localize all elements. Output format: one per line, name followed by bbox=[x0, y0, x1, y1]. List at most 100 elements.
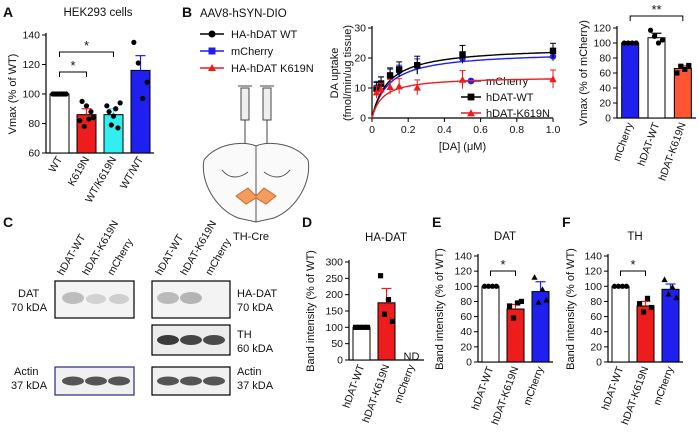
data-point bbox=[539, 286, 546, 292]
y-axis-label: Band intensity (% of WT) bbox=[434, 248, 446, 370]
bar bbox=[49, 93, 70, 154]
data-point bbox=[619, 283, 626, 289]
data-point bbox=[549, 47, 557, 54]
chart-title: HA-DAT bbox=[365, 232, 407, 244]
data-point bbox=[678, 63, 684, 69]
y-tick-label: 120 bbox=[22, 59, 40, 71]
legend-marker bbox=[467, 109, 475, 117]
blot-label: HA-DAT bbox=[237, 288, 277, 300]
significance-bracket bbox=[620, 270, 646, 276]
significance-label: * bbox=[84, 38, 89, 53]
data-point bbox=[377, 273, 384, 279]
data-point bbox=[481, 283, 488, 289]
chart-d: 0 50 100 150 200 250 300 Band intensity (% of W… bbox=[305, 232, 424, 424]
data-point bbox=[381, 311, 388, 317]
x-axis-label: [DA] (μM) bbox=[439, 141, 486, 153]
data-point bbox=[636, 301, 643, 307]
panel-letter-d: D bbox=[302, 214, 312, 230]
bar bbox=[103, 114, 124, 154]
panel-letter-a: A bbox=[3, 4, 13, 20]
data-point bbox=[385, 296, 392, 303]
bar bbox=[621, 42, 640, 119]
data-point bbox=[372, 88, 381, 96]
y-tick-label: 150 bbox=[325, 306, 343, 318]
y-axis-label: DA uptake(fmol/min/ug tissue) bbox=[329, 25, 354, 121]
y-tick-label: 250 bbox=[325, 273, 343, 285]
x-tick-label: 0.4 bbox=[437, 124, 452, 136]
data-point bbox=[106, 109, 112, 115]
legend-label: hDAT-WT bbox=[486, 92, 534, 104]
y-axis-label: Band intensity (% of WT) bbox=[565, 248, 577, 370]
data-point bbox=[352, 324, 359, 330]
data-point bbox=[108, 122, 114, 128]
brain-section-icon bbox=[202, 142, 310, 223]
blot-dat bbox=[54, 280, 135, 319]
data-point bbox=[414, 62, 421, 69]
blot-actin-right bbox=[151, 366, 231, 396]
data-point bbox=[644, 295, 651, 301]
bar bbox=[377, 302, 396, 361]
data-point bbox=[117, 100, 123, 106]
data-point bbox=[629, 40, 635, 46]
panel-letter-e: E bbox=[432, 214, 441, 230]
data-point bbox=[661, 276, 668, 283]
data-point bbox=[506, 303, 513, 309]
data-point bbox=[489, 283, 496, 289]
data-point bbox=[88, 109, 94, 115]
legend-label: mCherry bbox=[486, 76, 529, 88]
y-tick-label: 0 bbox=[360, 113, 366, 125]
x-tick-label: mCherry bbox=[611, 120, 636, 163]
data-point bbox=[104, 103, 110, 109]
blot-left-lane-labels: hDAT-WT hDAT-K619N mCherry bbox=[55, 219, 136, 278]
y-tick-label: 140 bbox=[454, 251, 472, 263]
chart-title: HEK293 cells bbox=[63, 7, 132, 19]
y-tick-label: 100 bbox=[454, 281, 472, 293]
data-point bbox=[389, 318, 396, 325]
data-point bbox=[669, 283, 676, 290]
legend-marker-wt bbox=[208, 30, 216, 38]
data-point bbox=[615, 283, 622, 289]
panel-letter-f: F bbox=[562, 214, 571, 230]
data-point bbox=[413, 83, 421, 91]
significance-bracket bbox=[490, 270, 516, 276]
legend-marker bbox=[467, 93, 475, 101]
data-point bbox=[549, 75, 557, 83]
x-tick-label: 0 bbox=[369, 124, 375, 136]
blot-label: 70 kDA bbox=[237, 302, 274, 314]
data-point bbox=[633, 40, 639, 46]
y-tick-label: 40 bbox=[590, 326, 602, 338]
y-tick-label: 80 bbox=[460, 296, 472, 308]
y-tick-label: 120 bbox=[584, 266, 602, 278]
y-tick-label: 50 bbox=[331, 338, 343, 350]
y-tick-label: 100 bbox=[584, 281, 602, 293]
data-point bbox=[115, 125, 121, 131]
chart-e: 0 20 40 60 80 100 120 140 Band intensity (% of W… bbox=[434, 231, 553, 426]
y-tick-label: 20 bbox=[590, 341, 602, 353]
y-tick-label: 140 bbox=[584, 251, 602, 263]
x-tick-label: 0.6 bbox=[473, 124, 488, 136]
significance-bracket bbox=[59, 71, 87, 77]
y-tick-label: 200 bbox=[325, 289, 343, 301]
data-point bbox=[113, 106, 119, 112]
legend-label-wt: HA-hDAT WT bbox=[231, 29, 297, 41]
data-point bbox=[144, 79, 150, 85]
bar bbox=[611, 285, 630, 363]
legend-label-mcherry: mCherry bbox=[231, 46, 274, 58]
data-point bbox=[360, 324, 367, 330]
blot-label: 37 kDA bbox=[11, 380, 48, 392]
chart-title: TH bbox=[627, 231, 642, 243]
data-point bbox=[83, 103, 90, 109]
x-tick-label: hDAT-WT bbox=[470, 364, 497, 411]
legend-marker-mcherry bbox=[208, 47, 216, 55]
data-point bbox=[673, 294, 680, 301]
data-point bbox=[621, 40, 627, 46]
vector-label: AAV8-hSYN-DIO bbox=[200, 8, 287, 20]
data-point bbox=[647, 27, 654, 33]
y-tick-label: 10 bbox=[354, 83, 366, 95]
data-point bbox=[518, 298, 525, 305]
panel-letter-b: B bbox=[182, 4, 192, 20]
data-point bbox=[131, 39, 137, 45]
blot-label: 70 kDA bbox=[11, 302, 48, 314]
y-tick-label: 100 bbox=[325, 322, 343, 334]
